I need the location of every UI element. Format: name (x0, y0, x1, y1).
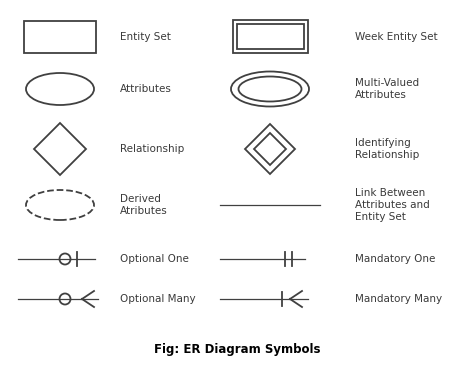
Text: Mandatory Many: Mandatory Many (355, 294, 442, 304)
Text: Week Entity Set: Week Entity Set (355, 32, 438, 42)
Text: Fig: ER Diagram Symbols: Fig: ER Diagram Symbols (154, 342, 320, 356)
Text: Multi-Valued
Attributes: Multi-Valued Attributes (355, 78, 419, 100)
Text: Link Between
Attributes and
Entity Set: Link Between Attributes and Entity Set (355, 188, 430, 222)
Text: Optional One: Optional One (120, 254, 189, 264)
Text: Identifying
Relationship: Identifying Relationship (355, 138, 419, 160)
Bar (24, 21, 96, 53)
Text: Derived
Atributes: Derived Atributes (120, 194, 168, 216)
Text: Mandatory One: Mandatory One (355, 254, 436, 264)
Text: Attributes: Attributes (120, 84, 172, 94)
Text: Optional Many: Optional Many (120, 294, 196, 304)
Bar (237, 24, 304, 49)
Text: Relationship: Relationship (120, 144, 184, 154)
Bar (233, 20, 308, 53)
Text: Entity Set: Entity Set (120, 32, 171, 42)
